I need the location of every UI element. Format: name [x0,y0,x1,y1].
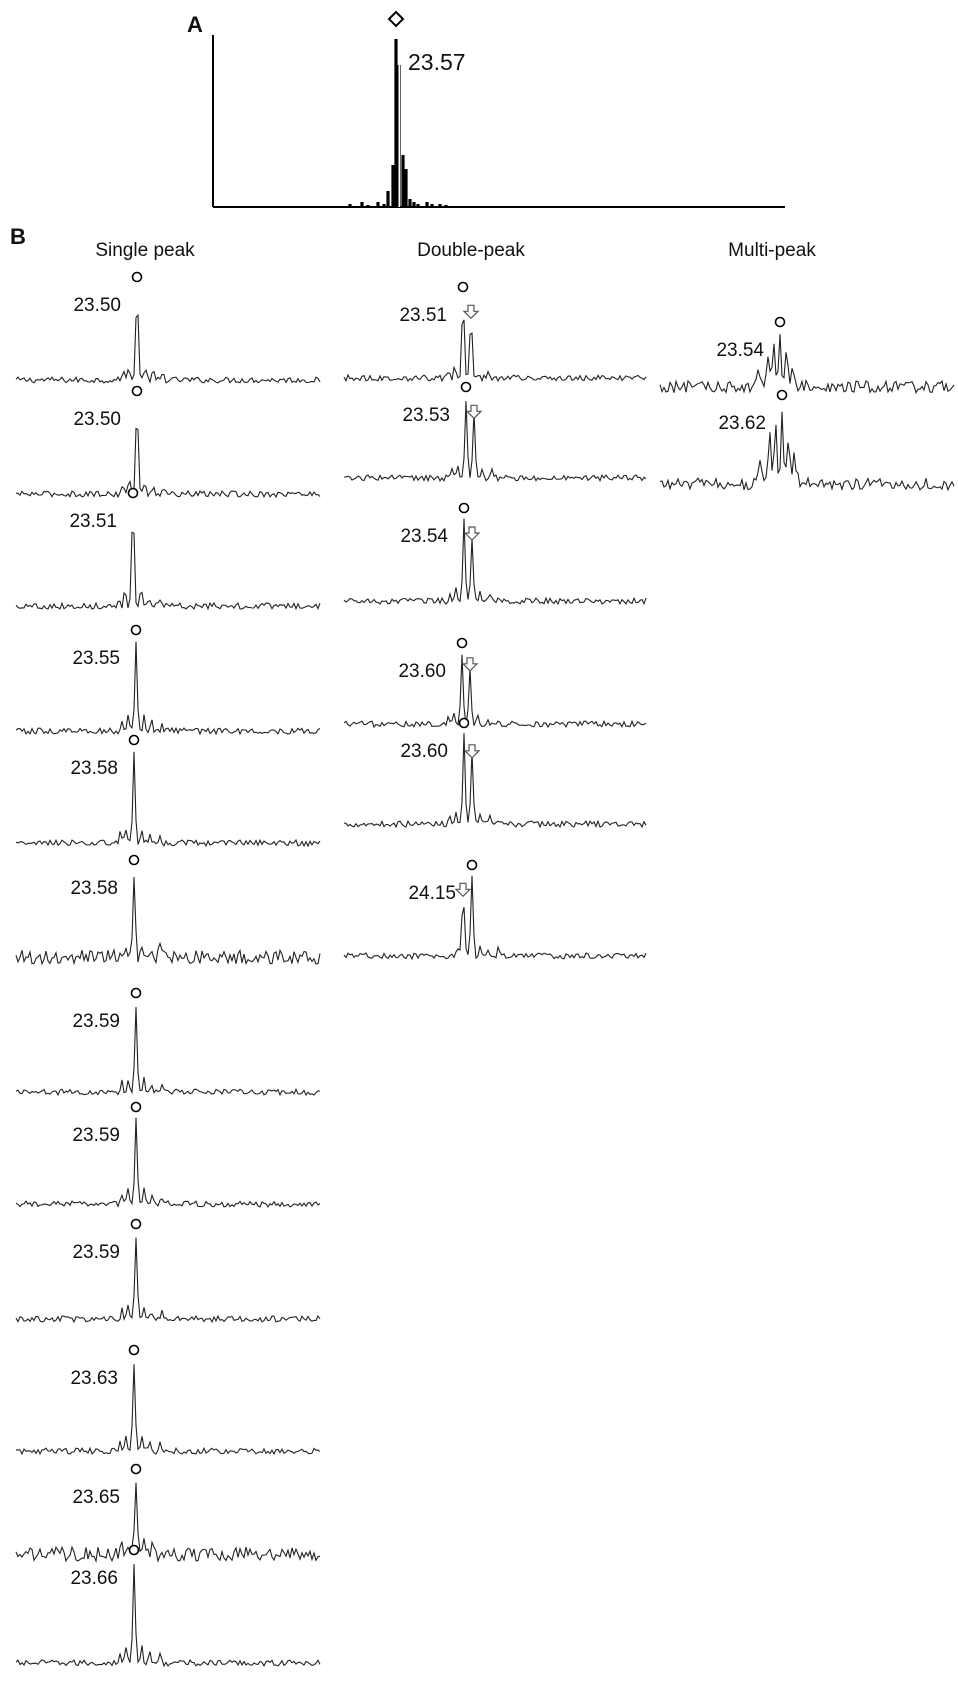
trace-peak-label: 23.53 [402,405,450,426]
secondary-peak-arrow-icon [462,304,480,320]
panel-a-bar [376,202,380,207]
trace-peak-label: 23.62 [718,413,766,434]
peak-marker-icon [458,502,470,514]
panel-a-bar [401,155,405,207]
chromatogram-trace [343,875,647,961]
panel-a-bar [382,204,386,207]
peak-marker-icon [387,10,405,28]
secondary-peak-arrow-icon [463,744,481,759]
panel-b-label: B [10,224,26,249]
chromatogram-trace [15,1364,321,1456]
trace-peak-label: 23.51 [399,305,447,326]
panel-a-bar [360,202,364,207]
panel-a-bar [444,205,448,207]
trace-peak-label: 23.60 [400,741,448,762]
panel-a-bar [425,202,429,207]
trace-peak-label: 23.50 [73,409,121,430]
panel-a-bar [430,204,434,207]
chromatogram-trace [15,427,321,499]
peak-marker-icon [776,389,788,401]
chromatogram-trace [343,518,647,606]
chromatogram-trace [659,334,955,395]
trace-peak-label: 23.59 [72,1242,120,1263]
chromatogram-trace [343,654,647,729]
secondary-peak-arrow-icon [465,404,483,420]
panel-a-peak-label: 23.57 [408,49,466,75]
trace-peak-label: 24.15 [408,883,456,904]
peak-marker-icon [128,1544,140,1556]
chromatogram-trace [15,1006,321,1097]
peak-marker-icon [130,987,142,999]
panel-a-bar [404,169,408,207]
column-title-double: Double-peak [417,240,525,261]
peak-marker-icon [458,717,470,729]
secondary-peak-arrow-icon [454,882,472,898]
panel-a-bar [391,165,395,207]
chromatogram-trace [343,319,647,383]
peak-marker-icon [466,859,478,871]
trace-peak-label: 23.50 [73,295,121,316]
chromatogram-trace [15,1237,321,1324]
trace-peak-label: 23.59 [72,1125,120,1146]
peak-marker-icon [128,734,140,746]
peak-marker-icon [128,1344,140,1356]
trace-peak-label: 23.58 [70,878,118,899]
panel-a-bar [394,39,398,207]
panel-a-bar-highlight [398,60,400,207]
panel-a-bar [366,205,370,207]
trace-peak-label: 23.51 [69,511,117,532]
panel-a-bar [408,199,412,207]
trace-peak-label: 23.59 [72,1011,120,1032]
trace-peak-label: 23.65 [72,1487,120,1508]
trace-peak-label: 23.54 [400,526,448,547]
secondary-peak-arrow-icon [463,526,481,541]
panel-a-label: A [187,12,203,37]
column-title-multi: Multi-peak [728,240,816,261]
panel-a-chart [212,10,785,208]
peak-marker-icon [131,271,143,283]
chromatogram-trace [659,411,955,492]
trace-peak-label: 23.58 [70,758,118,779]
panel-a-bar [386,191,390,207]
trace-peak-label: 23.60 [398,661,446,682]
peak-marker-icon [460,381,472,393]
peak-marker-icon [128,854,140,866]
column-title-single: Single peak [95,240,195,261]
peak-marker-icon [457,281,469,293]
chromatogram-trace [15,751,321,848]
chromatogram-trace [343,401,647,483]
peak-marker-icon [774,316,786,328]
panel-a-bar [412,202,416,207]
chromatogram-trace [15,1482,321,1564]
peak-marker-icon [130,1463,142,1475]
chromatogram-trace [15,531,321,611]
chromatogram-trace [15,641,321,736]
chromatogram-trace [15,876,321,966]
peak-marker-icon [130,1101,142,1113]
trace-peak-label: 23.66 [70,1568,118,1589]
peak-marker-icon [130,1218,142,1230]
peak-marker-icon [127,487,139,499]
chromatogram-trace [15,1564,321,1668]
panel-a-bar [416,204,420,207]
peak-marker-icon [456,637,468,649]
trace-peak-label: 23.63 [70,1368,118,1389]
panel-a-bar [348,204,352,207]
chromatogram-trace [343,733,647,829]
secondary-peak-arrow-icon [461,657,479,672]
trace-peak-label: 23.54 [716,340,764,361]
peak-marker-icon [130,624,142,636]
peak-marker-icon [131,385,143,397]
chromatogram-trace [15,1117,321,1208]
trace-peak-label: 23.55 [72,648,120,669]
panel-b-traces: 23.50 23.50 23.51 23.55 23.58 23.58 23.59 23.59… [15,271,955,1668]
panel-a-bar [438,204,442,207]
chromatogram-trace [15,313,321,384]
